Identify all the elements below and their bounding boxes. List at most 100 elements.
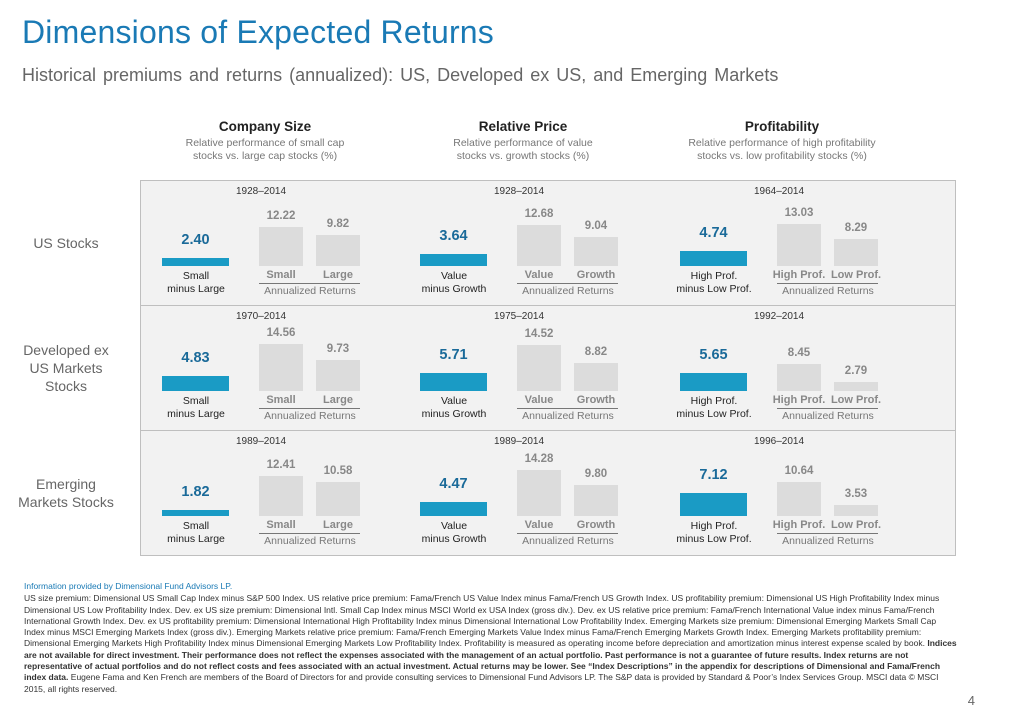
premium-label-line: minus Growth — [421, 408, 487, 420]
return-bar — [517, 470, 561, 516]
return-value: 12.41 — [266, 459, 296, 472]
annualized-returns-label: Annualized Returns — [522, 535, 614, 547]
row-label-developed-ex-us: Developed ex US Markets Stocks — [8, 341, 124, 395]
return-category-label: Small — [266, 269, 296, 281]
return-value: 10.58 — [323, 465, 353, 478]
premium-label-line: minus Large — [167, 283, 225, 295]
footnote-text: US size premium: Dimensional US Small Ca… — [24, 593, 958, 695]
column-description: Relative performance of high profitabili… — [652, 137, 912, 163]
page-number: 4 — [967, 693, 975, 708]
premium-value: 3.64 — [439, 228, 468, 245]
row-label-line: Emerging — [36, 476, 96, 492]
column-description-line: Relative performance of small cap — [185, 137, 345, 149]
premium-bar — [680, 493, 747, 516]
return-category-label: Value — [524, 394, 554, 406]
premium-label: Small minus Large — [151, 270, 241, 296]
premium-value: 5.65 — [699, 346, 728, 363]
return-bar — [316, 482, 360, 516]
premium-label-line: High Prof. — [690, 270, 738, 282]
return-bar — [834, 239, 878, 266]
page-subtitle: Historical premiums and returns (annuali… — [22, 65, 779, 85]
premium-bar — [420, 372, 487, 391]
row-label-us-stocks: US Stocks — [8, 234, 124, 252]
return-category-label: High Prof. — [772, 519, 826, 531]
premium-value: 2.40 — [181, 232, 210, 249]
return-bar — [777, 481, 821, 516]
return-category-label: High Prof. — [772, 394, 826, 406]
premium-label-line: High Prof. — [690, 395, 738, 407]
return-bar — [777, 363, 821, 391]
column-description: Relative performance of value stocks vs.… — [393, 137, 653, 163]
return-value: 3.53 — [844, 487, 868, 500]
return-value: 9.73 — [326, 342, 350, 355]
column-description: Relative performance of small cap stocks… — [135, 137, 395, 163]
premium-label: Small minus Large — [151, 520, 241, 546]
premium-label-line: minus Large — [167, 533, 225, 545]
return-category-label: Large — [323, 519, 353, 531]
return-category-label: Large — [323, 394, 353, 406]
premium-label-line: Value — [440, 520, 468, 532]
annualized-returns-label: Annualized Returns — [522, 410, 614, 422]
column-title: Relative Price — [478, 119, 568, 134]
premium-label-line: minus Large — [167, 408, 225, 420]
footnotes: Information provided by Dimensional Fund… — [24, 581, 958, 695]
period-label: 1964–2014 — [753, 186, 805, 197]
return-bar — [259, 476, 303, 516]
column-header-relative-price: Relative Price Relative performance of v… — [393, 119, 653, 163]
premium-label-line: High Prof. — [690, 520, 738, 532]
return-value: 14.56 — [266, 327, 296, 340]
annualized-returns-label: Annualized Returns — [782, 410, 874, 422]
row-label-line: Developed ex — [23, 342, 109, 358]
premium-label-line: minus Growth — [421, 533, 487, 545]
period-label: 1989–2014 — [493, 436, 545, 447]
premium-bar — [162, 375, 229, 391]
return-bar — [574, 237, 618, 266]
column-title: Profitability — [744, 119, 820, 134]
period-label: 1975–2014 — [493, 311, 545, 322]
premium-label-line: minus Low Prof. — [676, 408, 752, 420]
column-description-line: stocks vs. low profitability stocks (%) — [697, 150, 867, 162]
period-label: 1928–2014 — [235, 186, 287, 197]
annualized-underline — [259, 533, 360, 534]
return-category-label: Growth — [576, 269, 616, 281]
return-bar — [574, 362, 618, 391]
premium-value: 4.83 — [181, 349, 210, 366]
return-value: 2.79 — [844, 365, 868, 378]
premium-label: High Prof. minus Low Prof. — [669, 395, 759, 421]
return-bar — [517, 225, 561, 266]
premium-label: High Prof. minus Low Prof. — [669, 270, 759, 296]
return-value: 9.82 — [326, 217, 350, 230]
return-bar — [316, 234, 360, 266]
return-value: 14.28 — [524, 453, 554, 466]
return-category-label: Small — [266, 519, 296, 531]
column-description-line: stocks vs. large cap stocks (%) — [192, 150, 338, 162]
return-bar — [316, 359, 360, 391]
period-label: 1970–2014 — [235, 311, 287, 322]
row-label-line: US Markets — [29, 360, 103, 376]
annualized-underline — [517, 283, 618, 284]
premium-label-line: minus Low Prof. — [676, 533, 752, 545]
period-label: 1989–2014 — [235, 436, 287, 447]
premium-value: 4.47 — [439, 475, 468, 492]
annualized-underline — [259, 408, 360, 409]
column-title: Company Size — [218, 119, 312, 134]
return-category-label: Value — [524, 269, 554, 281]
return-bar — [777, 224, 821, 266]
premium-label-line: Value — [440, 395, 468, 407]
annualized-returns-label: Annualized Returns — [264, 285, 356, 297]
column-description-line: Relative performance of value — [453, 137, 593, 149]
annualized-underline — [777, 533, 878, 534]
return-value: 8.29 — [844, 222, 868, 235]
return-value: 12.68 — [524, 208, 554, 221]
return-category-label: Value — [524, 519, 554, 531]
column-description-line: Relative performance of high profitabili… — [688, 137, 876, 149]
premium-bar — [162, 258, 229, 266]
premium-label-line: minus Growth — [421, 283, 487, 295]
premium-bar — [420, 254, 487, 266]
return-bar — [259, 226, 303, 266]
premium-bar — [162, 510, 229, 516]
annualized-underline — [259, 283, 360, 284]
return-bar — [574, 484, 618, 516]
annualized-returns-label: Annualized Returns — [782, 535, 874, 547]
premium-label: Small minus Large — [151, 395, 241, 421]
